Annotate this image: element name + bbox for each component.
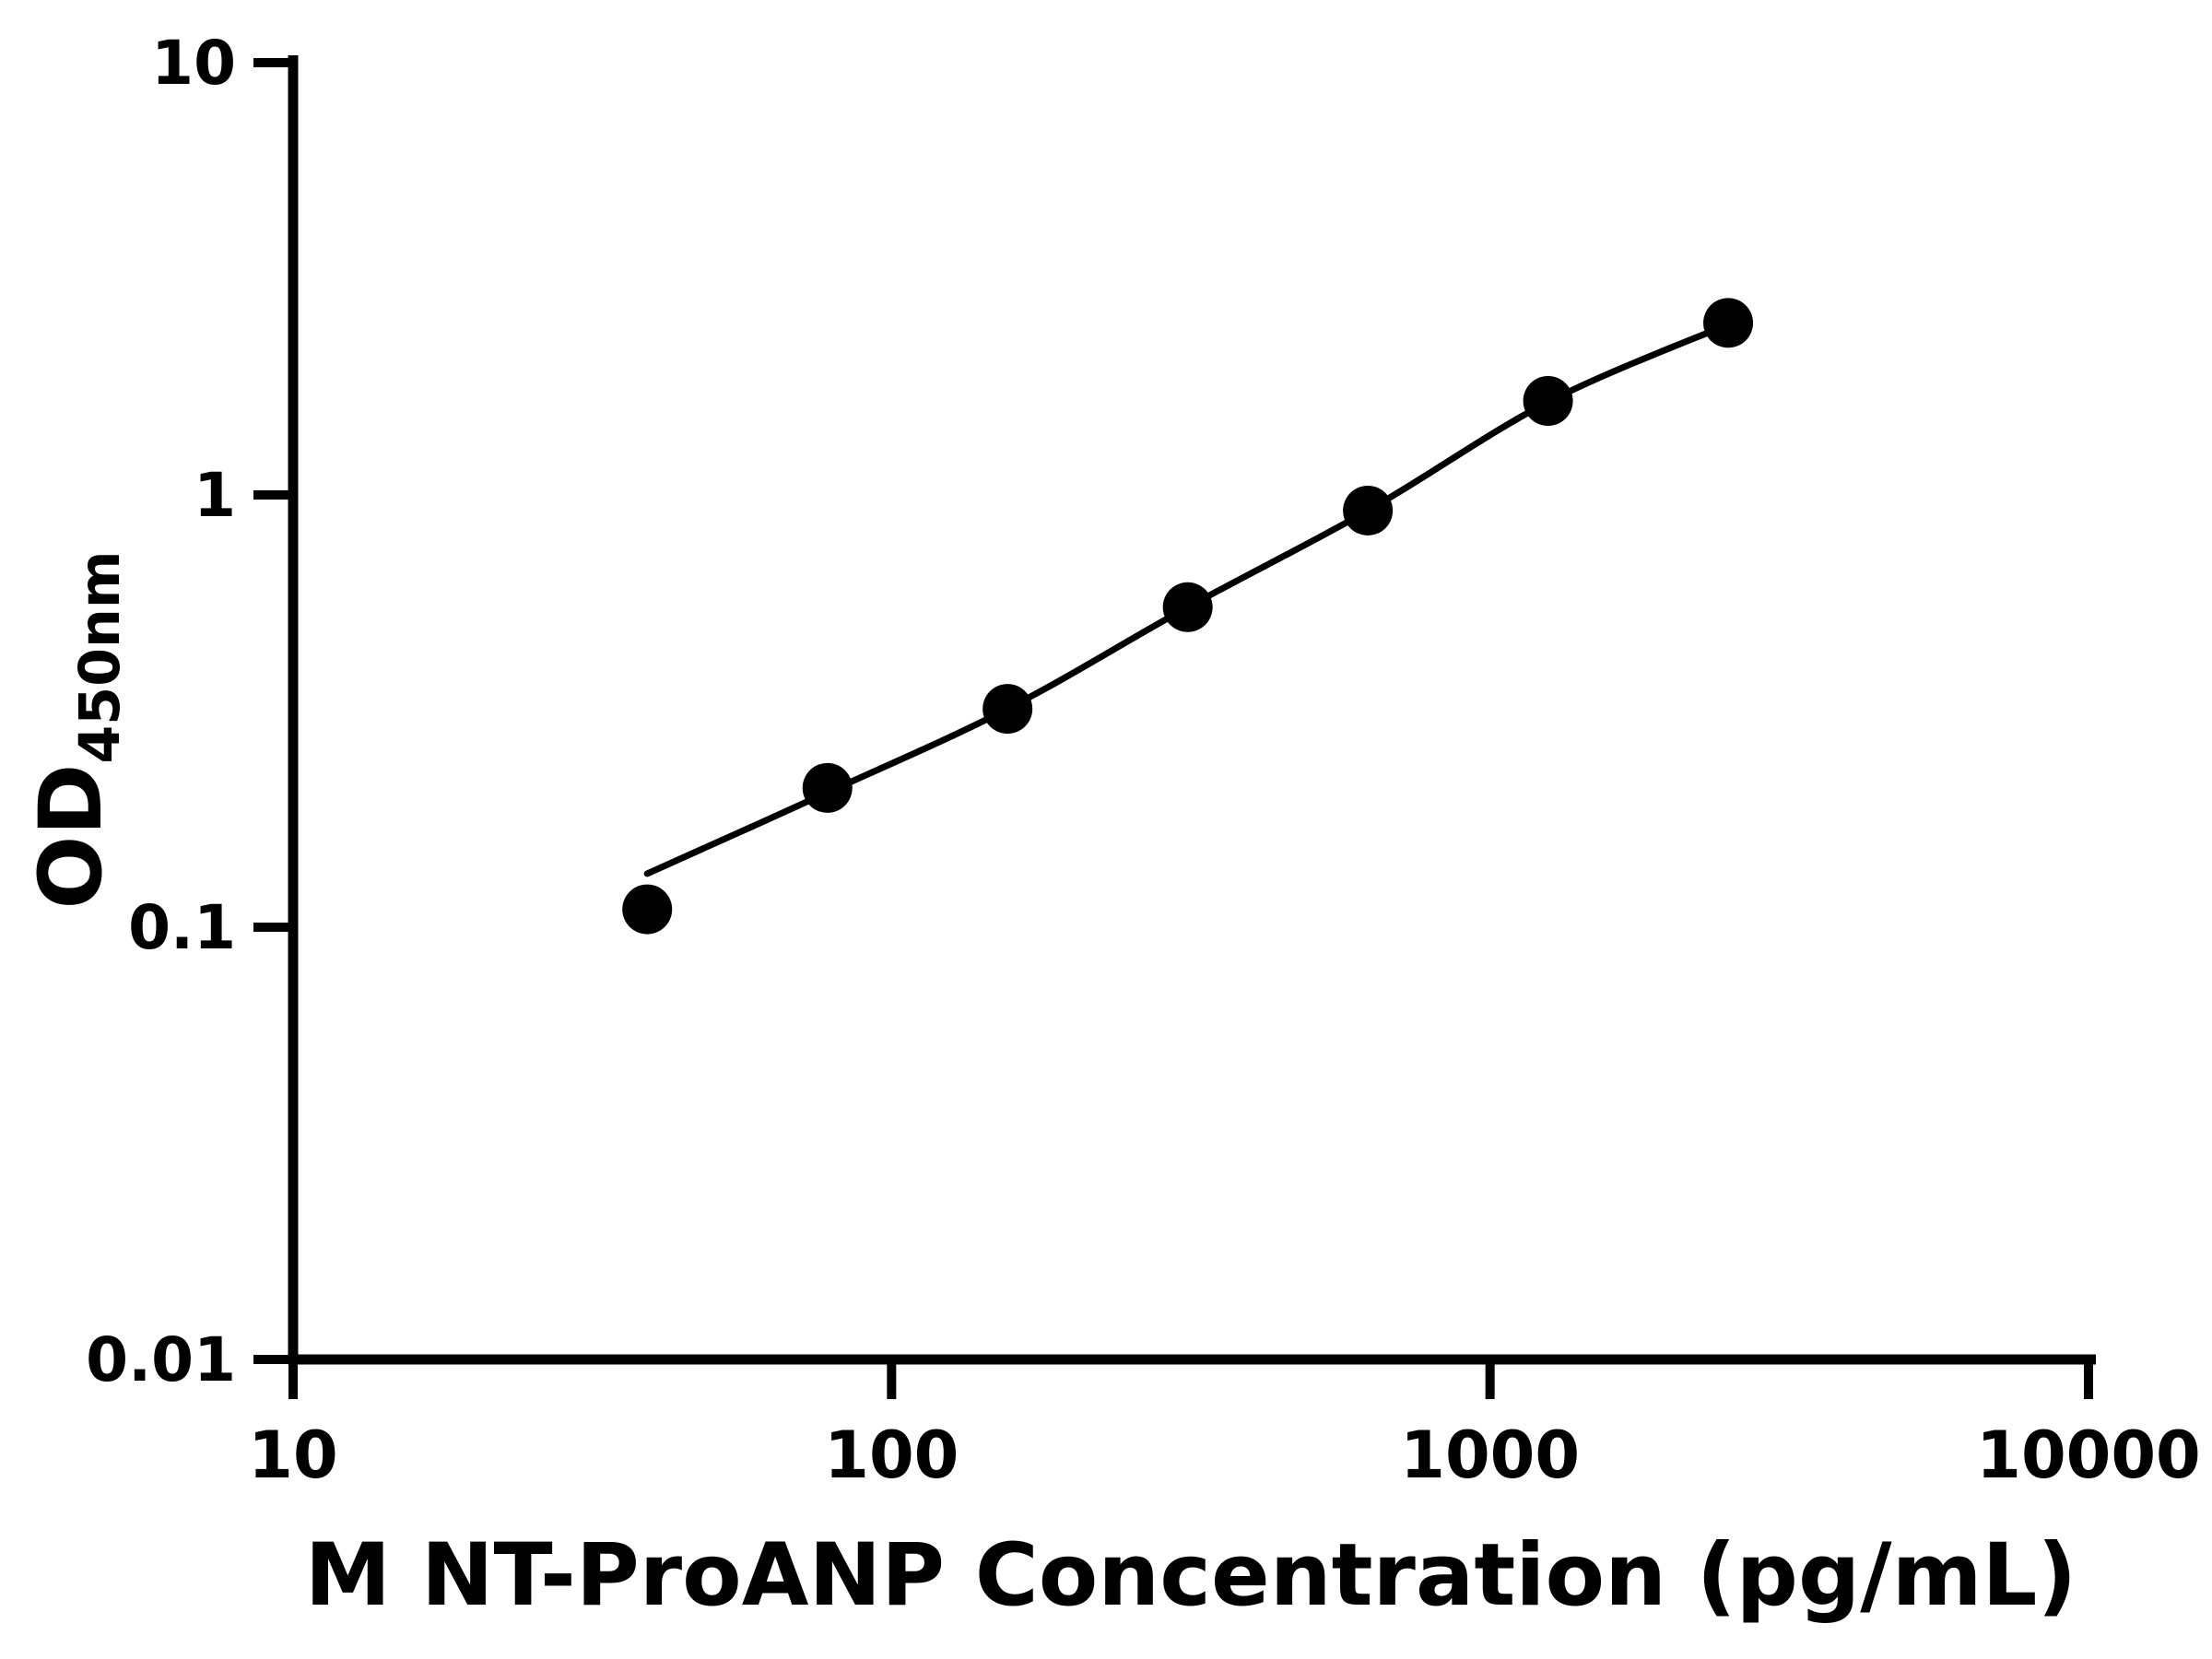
data-point-marker: [1162, 582, 1213, 632]
x-axis-title: M NT-ProANP Concentration (pg/mL): [304, 1525, 2077, 1626]
y-axis-tick-label: 0.1: [128, 892, 236, 963]
y-axis-title-subscript: 450nm: [67, 550, 133, 764]
y-axis-tick-label: 10: [151, 28, 236, 99]
y-axis-tick-label: 1: [194, 460, 236, 531]
axis-spines: [288, 55, 2096, 1365]
x-axis-tick-label: 1000: [1400, 1418, 1580, 1493]
data-point-marker: [1703, 298, 1754, 348]
data-point-marker: [802, 762, 853, 813]
x-axis-tick-label: 100: [824, 1418, 959, 1493]
x-axis-tick-label: 10: [248, 1418, 337, 1493]
data-point-marker: [1523, 376, 1573, 427]
data-point-marker: [1343, 485, 1394, 535]
data-point-marker: [982, 684, 1033, 735]
y-axis-title-base: OD: [21, 763, 123, 910]
x-axis-tick-label: 10000: [1976, 1418, 2201, 1493]
y-axis-title: OD450nm: [21, 550, 133, 909]
y-axis-tick-label: 0.01: [86, 1324, 236, 1395]
data-point-marker: [622, 884, 673, 935]
